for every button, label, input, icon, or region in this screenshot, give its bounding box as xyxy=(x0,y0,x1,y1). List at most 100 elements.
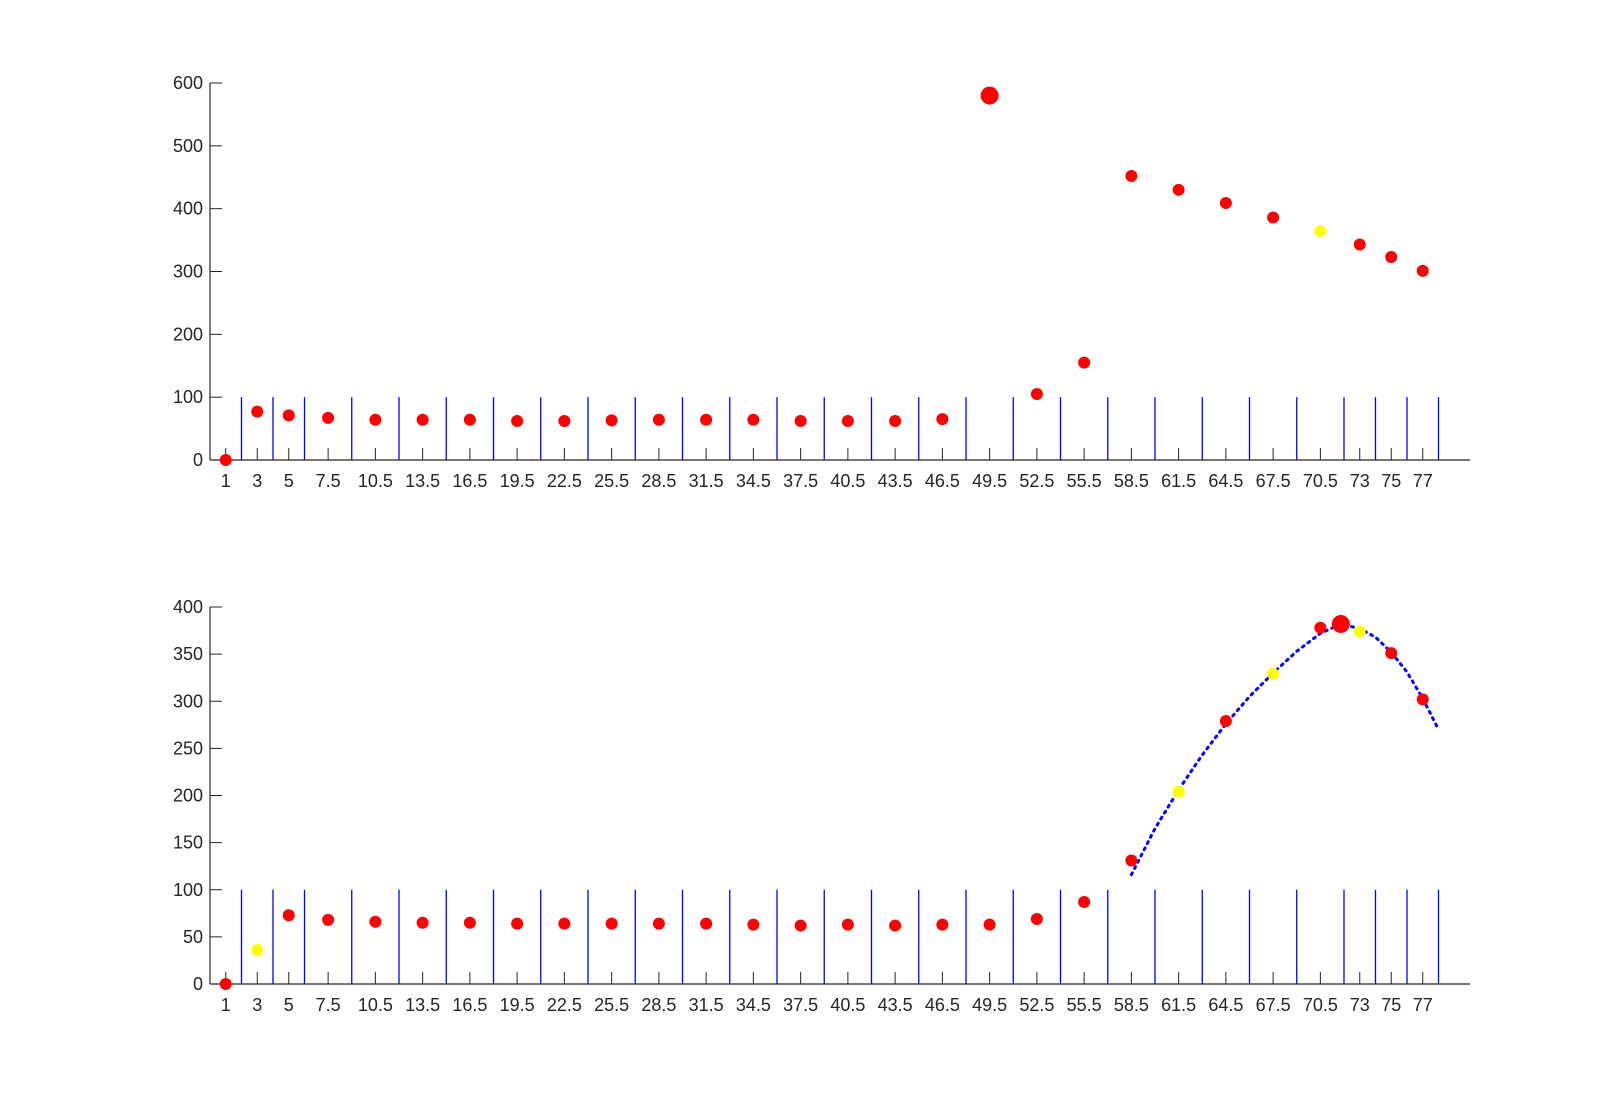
x-tick-label: 52.5 xyxy=(1019,471,1054,491)
x-tick-label: 70.5 xyxy=(1303,471,1338,491)
x-tick-label: 25.5 xyxy=(594,995,629,1015)
data-point xyxy=(605,414,618,427)
data-point xyxy=(1314,225,1327,238)
x-tick-label: 49.5 xyxy=(972,471,1007,491)
y-tick-label: 500 xyxy=(173,136,203,156)
y-tick-label: 0 xyxy=(193,974,203,994)
data-point xyxy=(463,916,476,929)
y-tick-label: 400 xyxy=(173,199,203,219)
data-point xyxy=(558,917,571,930)
x-tick-label: 31.5 xyxy=(689,995,724,1015)
x-tick-label: 19.5 xyxy=(500,471,535,491)
x-tick-label: 46.5 xyxy=(925,995,960,1015)
x-tick-label: 77 xyxy=(1413,471,1433,491)
data-point xyxy=(369,915,382,928)
data-point xyxy=(1385,251,1398,264)
y-tick-label: 0 xyxy=(193,450,203,470)
y-tick-label: 300 xyxy=(173,691,203,711)
x-tick-label: 49.5 xyxy=(972,995,1007,1015)
data-point xyxy=(251,944,264,957)
x-tick-label: 61.5 xyxy=(1161,995,1196,1015)
x-tick-label: 73 xyxy=(1350,995,1370,1015)
y-tick-label: 150 xyxy=(173,833,203,853)
y-tick-label: 100 xyxy=(173,880,203,900)
data-point xyxy=(219,978,232,990)
x-tick-label: 46.5 xyxy=(925,471,960,491)
data-point xyxy=(841,918,854,931)
data-point xyxy=(1416,693,1429,706)
x-tick-label: 3 xyxy=(252,995,262,1015)
data-point xyxy=(1314,621,1327,634)
x-tick-label: 75 xyxy=(1381,995,1401,1015)
x-tick-label: 22.5 xyxy=(547,471,582,491)
data-point xyxy=(1030,388,1043,401)
data-point xyxy=(747,918,760,931)
x-tick-label: 55.5 xyxy=(1067,995,1102,1015)
x-tick-label: 13.5 xyxy=(405,471,440,491)
x-tick-label: 25.5 xyxy=(594,471,629,491)
x-tick-label: 7.5 xyxy=(316,471,341,491)
x-tick-label: 67.5 xyxy=(1256,995,1291,1015)
top-scatter-plot: 0 100 200 300 400 500 600 1 3 5 7.5 10.5 13.5 16.5 19.… xyxy=(173,73,1470,491)
data-point xyxy=(282,909,295,922)
data-point xyxy=(1416,264,1429,277)
data-point xyxy=(936,918,949,931)
data-point xyxy=(700,413,713,426)
data-point xyxy=(1219,715,1232,728)
data-point xyxy=(1385,647,1398,660)
x-tick-label: 13.5 xyxy=(405,995,440,1015)
x-tick-label: 28.5 xyxy=(641,995,676,1015)
y-tick-label: 400 xyxy=(173,597,203,617)
x-tick-label: 37.5 xyxy=(783,995,818,1015)
x-tick-label: 34.5 xyxy=(736,995,771,1015)
x-tick-label: 58.5 xyxy=(1114,995,1149,1015)
peak-point xyxy=(980,86,999,105)
x-tick-label: 3 xyxy=(252,471,262,491)
x-tick-label: 10.5 xyxy=(358,471,393,491)
x-tick-label: 37.5 xyxy=(783,471,818,491)
data-point xyxy=(700,917,713,930)
x-tick-label: 22.5 xyxy=(547,995,582,1015)
data-point xyxy=(794,919,807,932)
x-tick-label: 64.5 xyxy=(1208,471,1243,491)
data-point xyxy=(511,917,524,930)
data-point xyxy=(511,415,524,428)
y-tick-label: 200 xyxy=(173,324,203,344)
x-tick-label: 40.5 xyxy=(830,995,865,1015)
data-point xyxy=(1172,183,1185,196)
data-point xyxy=(282,409,295,422)
x-tick-label: 67.5 xyxy=(1256,471,1291,491)
data-point xyxy=(416,413,429,426)
y-tick-label: 350 xyxy=(173,644,203,664)
x-tick-label: 75 xyxy=(1381,471,1401,491)
x-tick-label: 5 xyxy=(284,995,294,1015)
data-point xyxy=(558,415,571,428)
data-point xyxy=(1125,169,1138,182)
data-point xyxy=(936,413,949,426)
x-tick-label: 40.5 xyxy=(830,471,865,491)
data-point xyxy=(652,413,665,426)
x-tick-label: 77 xyxy=(1413,995,1433,1015)
data-point xyxy=(1078,356,1091,369)
x-tick-label: 61.5 xyxy=(1161,471,1196,491)
data-point xyxy=(219,454,232,466)
x-tick-label: 58.5 xyxy=(1114,471,1149,491)
data-point xyxy=(251,405,264,418)
data-point xyxy=(889,919,902,932)
data-point xyxy=(463,413,476,426)
x-tick-label: 43.5 xyxy=(878,995,913,1015)
data-point xyxy=(605,917,618,930)
y-tick-label: 100 xyxy=(173,387,203,407)
data-point xyxy=(1030,912,1043,925)
peak-point xyxy=(1331,614,1350,633)
x-tick-label: 5 xyxy=(284,471,294,491)
x-tick-label: 19.5 xyxy=(500,995,535,1015)
x-tick-label: 73 xyxy=(1350,471,1370,491)
data-point xyxy=(794,415,807,428)
x-tick-label: 55.5 xyxy=(1067,471,1102,491)
y-tick-label: 200 xyxy=(173,786,203,806)
data-point xyxy=(1353,238,1366,251)
y-tick-label: 250 xyxy=(173,738,203,758)
y-tick-label: 50 xyxy=(183,927,203,947)
x-tick-label: 16.5 xyxy=(452,995,487,1015)
